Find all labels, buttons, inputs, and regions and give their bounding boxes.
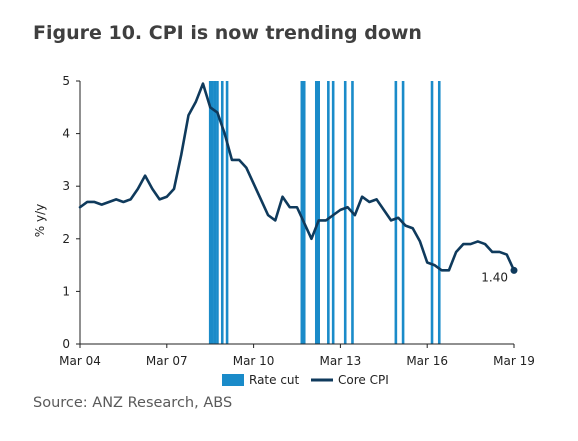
y-tick-label: 2	[62, 232, 70, 246]
rate-cut-bar	[430, 81, 434, 344]
last-value-marker	[510, 266, 518, 274]
y-tick-label: 5	[62, 74, 70, 88]
rate-cut-bar	[300, 81, 304, 344]
last-value-label: 1.40	[481, 270, 508, 284]
legend-rate-cut-swatch	[222, 374, 244, 386]
chart-annotations: 1.40	[481, 266, 518, 284]
x-tick-label: Mar 13	[320, 354, 362, 368]
rate-cut-bar	[216, 81, 219, 344]
rate-cut-bar	[327, 81, 330, 344]
y-axis-title: % y/y	[33, 204, 47, 237]
legend-core-cpi-label: Core CPI	[338, 373, 389, 387]
rate-cut-bar	[317, 81, 320, 344]
x-tick-label: Mar 10	[233, 354, 275, 368]
rate-cut-bar	[394, 81, 398, 344]
source-note: Source: ANZ Research, ABS	[33, 395, 233, 411]
x-tick-label: Mar 16	[406, 354, 448, 368]
x-tick-label: Mar 07	[146, 354, 188, 368]
y-tick-label: 0	[62, 337, 70, 351]
rate-cut-bar	[225, 81, 229, 344]
rate-cut-bar	[343, 81, 347, 344]
chart-title: Figure 10. CPI is now trending down	[33, 22, 422, 44]
rate-cut-bar	[302, 81, 306, 344]
legend-rate-cut-label: Rate cut	[249, 373, 300, 387]
rate-cut-bar	[220, 81, 224, 344]
rate-cut-bar	[437, 81, 441, 344]
rate-cut-bar	[211, 81, 214, 344]
rate-cut-bar	[314, 81, 318, 344]
rate-cut-bar	[401, 81, 405, 344]
rate-cut-bars	[208, 81, 441, 344]
y-tick-label: 1	[62, 284, 70, 298]
chart-axes: 0 1 2 3 4 5 Mar 04 Mar 07 Mar 10 Mar 13 Mar 16 Mar …	[33, 74, 535, 368]
rate-cut-bar	[208, 81, 212, 344]
x-tick-label: Mar 04	[59, 354, 101, 368]
y-tick-label: 4	[62, 127, 70, 141]
core-cpi-series	[78, 82, 516, 272]
x-tick-label: Mar 19	[493, 354, 535, 368]
y-tick-label: 3	[62, 179, 70, 193]
rate-cut-bar	[213, 81, 217, 344]
chart-legend: Rate cut Core CPI	[222, 373, 389, 387]
rate-cut-bar	[331, 81, 335, 344]
core-cpi-line	[78, 82, 516, 272]
